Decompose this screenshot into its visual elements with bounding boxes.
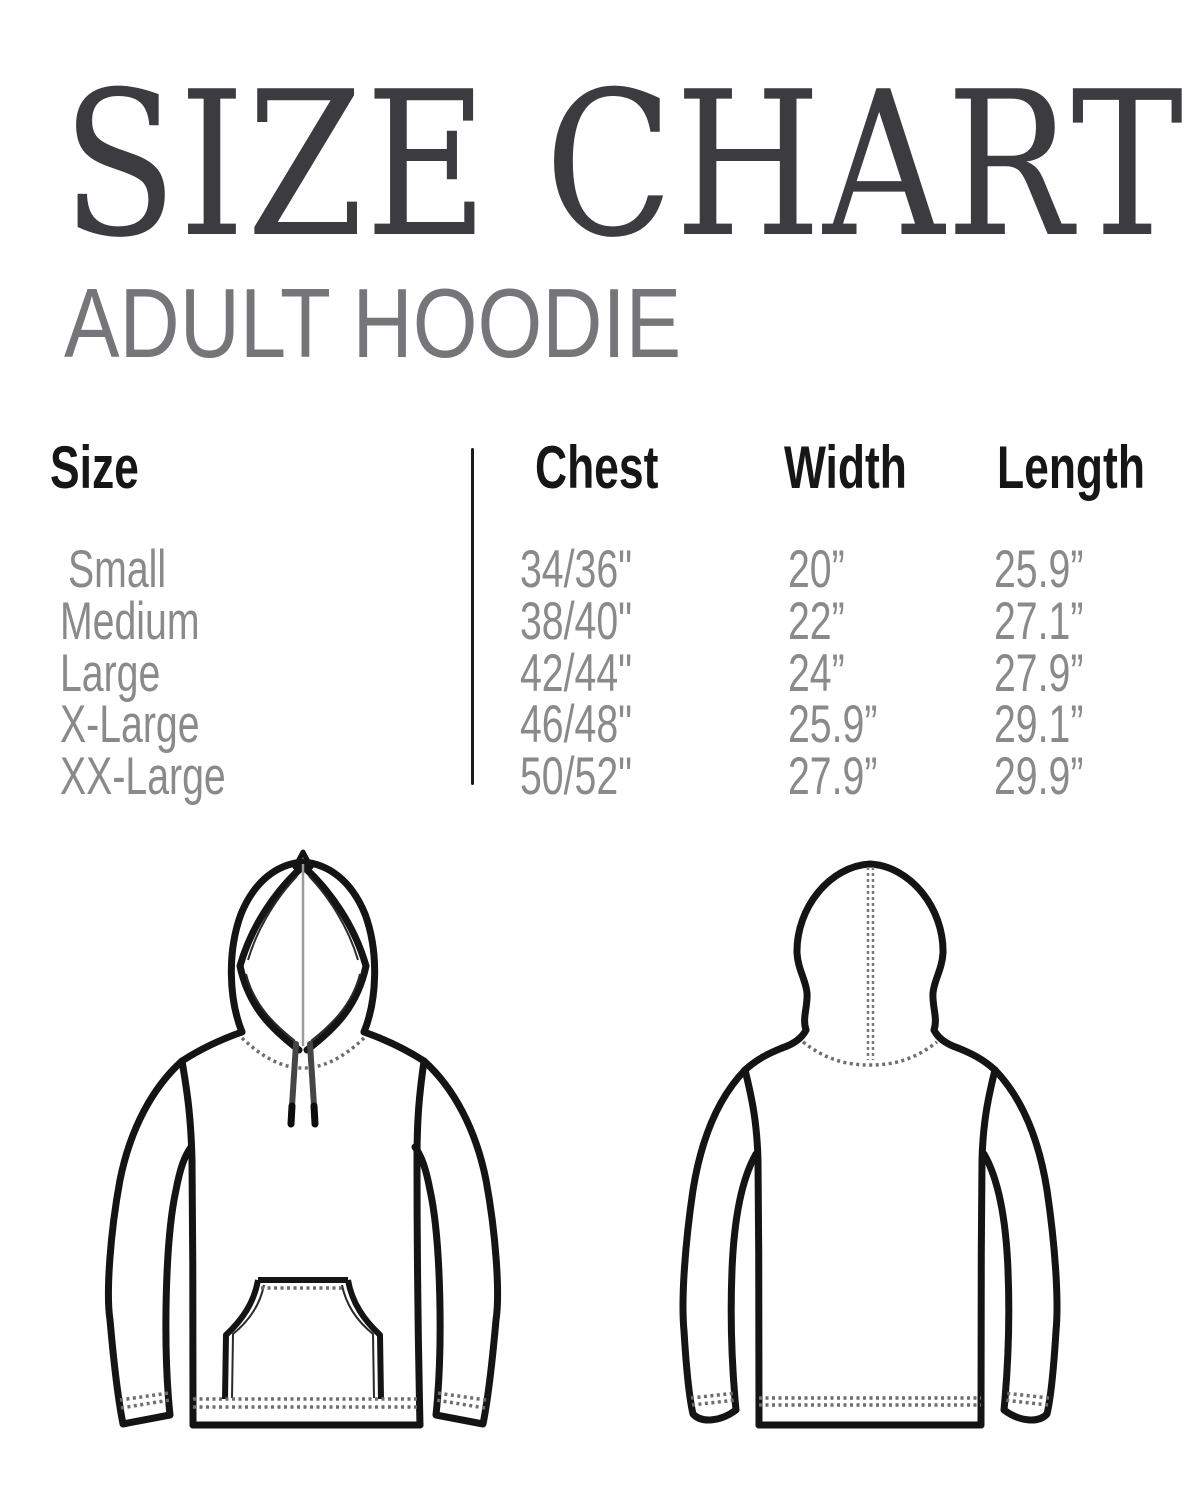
table-row: Large 42/44" 24” 27.9”	[0, 647, 1200, 703]
column-header-chest: Chest	[535, 434, 659, 501]
width-cell: 27.9”	[788, 747, 878, 806]
table-vertical-divider	[471, 448, 474, 785]
chest-cell: 34/36"	[520, 540, 633, 599]
hoodie-back-drawing	[679, 860, 1061, 1429]
length-cell: 29.9”	[994, 747, 1084, 806]
chest-cell: 42/44"	[520, 644, 633, 703]
width-cell: 25.9”	[788, 695, 878, 754]
front-seam-thin-lines	[231, 875, 375, 1399]
size-cell: XX-Large	[60, 747, 226, 806]
kangaroo-pocket	[222, 1277, 384, 1400]
column-header-length: Length	[997, 434, 1145, 501]
chest-cell: 38/40"	[520, 592, 633, 651]
width-cell: 24”	[788, 644, 845, 703]
table-row: X-Large 46/48" 25.9” 29.1”	[0, 698, 1200, 754]
size-cell: Large	[60, 644, 161, 703]
length-cell: 25.9”	[994, 540, 1084, 599]
front-outline	[104, 849, 502, 1429]
length-cell: 29.1”	[994, 695, 1084, 754]
chest-cell: 50/52"	[520, 747, 633, 806]
length-cell: 27.1”	[994, 592, 1084, 651]
page-title: SIZE CHART	[62, 49, 1186, 282]
table-row: Medium 38/40" 22” 27.1”	[0, 595, 1200, 651]
width-cell: 20”	[788, 540, 845, 599]
table-row: XX-Large 50/52" 27.9” 29.9”	[0, 750, 1200, 806]
column-header-size: Size	[50, 434, 139, 501]
back-stitching	[690, 1040, 1050, 1407]
size-cell: Medium	[60, 592, 200, 651]
page-subtitle: ADULT HOODIE	[64, 268, 682, 378]
size-cell: Small	[68, 540, 167, 599]
chest-cell: 46/48"	[520, 695, 633, 754]
back-outline	[679, 860, 1061, 1429]
column-header-width: Width	[784, 434, 907, 501]
hoodie-front-drawing	[104, 849, 502, 1429]
drawstrings	[287, 1041, 319, 1128]
front-stitching	[119, 1036, 487, 1410]
length-cell: 27.9”	[994, 644, 1084, 703]
hood-center-seam	[866, 867, 875, 1060]
table-row: Small 34/36" 20” 25.9”	[0, 543, 1200, 599]
width-cell: 22”	[788, 592, 845, 651]
size-cell: X-Large	[60, 695, 200, 754]
